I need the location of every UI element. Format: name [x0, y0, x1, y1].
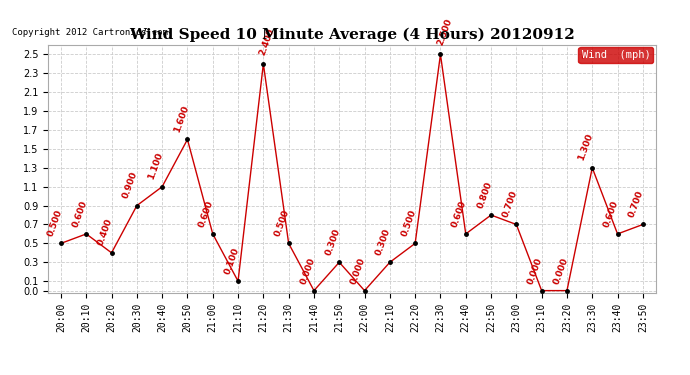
Text: 0.500: 0.500	[46, 209, 63, 238]
Title: Wind Speed 10 Minute Average (4 Hours) 20120912: Wind Speed 10 Minute Average (4 Hours) 2…	[129, 28, 575, 42]
Text: 0.000: 0.000	[349, 256, 367, 286]
Text: 0.800: 0.800	[475, 180, 494, 209]
Text: 0.300: 0.300	[375, 227, 393, 256]
Text: 0.600: 0.600	[451, 199, 469, 228]
Text: 0.500: 0.500	[273, 209, 291, 238]
Text: 0.000: 0.000	[526, 256, 544, 286]
Text: 1.100: 1.100	[147, 152, 165, 181]
Text: 0.600: 0.600	[197, 199, 215, 228]
Text: 1.300: 1.300	[577, 133, 595, 162]
Text: Copyright 2012 Cartronics.com: Copyright 2012 Cartronics.com	[12, 28, 168, 37]
Text: 0.600: 0.600	[71, 199, 89, 228]
Text: 0.100: 0.100	[223, 246, 241, 276]
Text: 0.600: 0.600	[602, 199, 620, 228]
Text: 2.400: 2.400	[258, 27, 276, 56]
Text: 0.000: 0.000	[551, 256, 570, 286]
Text: 0.500: 0.500	[400, 209, 418, 238]
Text: 2.500: 2.500	[435, 17, 453, 47]
Text: 0.000: 0.000	[299, 256, 317, 286]
Text: 0.300: 0.300	[324, 227, 342, 256]
Text: 0.400: 0.400	[96, 217, 115, 247]
Text: 1.600: 1.600	[172, 104, 190, 134]
Legend: Wind  (mph): Wind (mph)	[578, 47, 653, 63]
Text: 0.700: 0.700	[627, 189, 646, 219]
Text: 0.700: 0.700	[501, 189, 519, 219]
Text: 0.900: 0.900	[121, 170, 139, 200]
